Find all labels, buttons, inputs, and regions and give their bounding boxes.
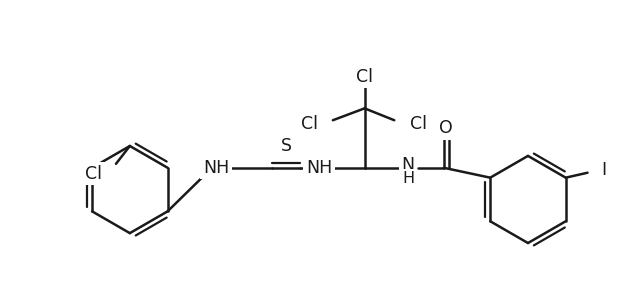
Text: O: O bbox=[439, 119, 452, 137]
Text: NH: NH bbox=[306, 159, 332, 177]
Text: Cl: Cl bbox=[356, 68, 373, 86]
Text: S: S bbox=[281, 137, 292, 155]
Text: Cl: Cl bbox=[85, 165, 102, 183]
Text: Cl: Cl bbox=[301, 115, 318, 133]
Text: H: H bbox=[402, 171, 414, 186]
Text: N: N bbox=[401, 156, 415, 174]
Text: NH: NH bbox=[203, 159, 229, 177]
Text: Cl: Cl bbox=[410, 115, 427, 133]
Text: I: I bbox=[602, 161, 607, 179]
